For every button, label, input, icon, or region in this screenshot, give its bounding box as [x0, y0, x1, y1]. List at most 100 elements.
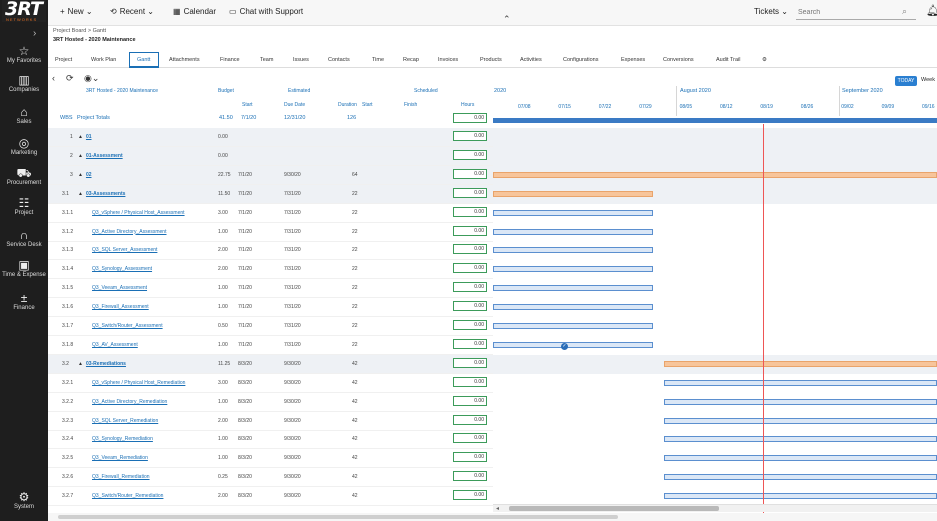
nav-system[interactable]: ⚙ System	[0, 490, 48, 510]
gantt-horizontal-scrollbar[interactable]: ◂	[493, 504, 937, 512]
table-row[interactable]: 3.1.1 3.00 7/1/20 7/31/20 22 Q3_vSphere / Phy…	[48, 204, 493, 223]
table-row[interactable]: 2 0.00 ▲ 01-Assessment 0.00	[48, 146, 493, 166]
hours-input[interactable]: 0.00	[453, 131, 487, 141]
tab-conversions[interactable]: Conversions	[663, 57, 694, 63]
hours-input[interactable]: 0.00	[453, 206, 487, 217]
hours-input[interactable]: 0.00	[453, 149, 487, 160]
search-input[interactable]	[796, 6, 916, 20]
gantt-scroll-thumb[interactable]	[509, 506, 719, 511]
tab-audit-trail[interactable]: Audit Trail	[716, 57, 741, 63]
nav-my-favorites[interactable]: ☆ My Favorites	[0, 44, 48, 64]
task-link[interactable]: Q3_Firewall_Assessment	[92, 304, 149, 311]
hours-input[interactable]: 0.00	[453, 376, 487, 387]
gantt-phase-bar[interactable]	[493, 190, 653, 197]
tab-configurations[interactable]: Configurations	[563, 57, 599, 63]
task-link[interactable]: Q3_Switch/Router_Remediation	[92, 493, 164, 500]
table-row[interactable]: 3.2.2 1.00 8/3/20 9/30/20 42 Q3_Active Direct…	[48, 393, 493, 412]
hours-input[interactable]: 0.00	[453, 168, 487, 179]
gantt-task-bar[interactable]	[493, 285, 653, 292]
chat-support-link[interactable]: ▭ Chat with Support	[229, 7, 303, 16]
task-link[interactable]: Q3_Synology_Assessment	[92, 266, 153, 273]
refresh-icon[interactable]: ⟳	[66, 73, 74, 83]
hours-input[interactable]: 0.00	[453, 357, 487, 368]
gantt-task-bar[interactable]	[493, 341, 653, 348]
table-row[interactable]: 3.1.4 2.00 7/1/20 7/31/20 22 Q3_Synology_Asse…	[48, 260, 493, 280]
nav-sales[interactable]: ⌂ Sales	[0, 105, 48, 125]
task-link[interactable]: Q3_vSphere / Physical Host_Remediation	[92, 379, 186, 386]
nav-service-desk[interactable]: ∩ Service Desk	[0, 228, 48, 248]
nav-companies[interactable]: ▥ Companies	[0, 73, 48, 93]
table-row[interactable]: 3.1.3 2.00 7/1/20 7/31/20 22 Q3_SQL Server_As…	[48, 241, 493, 261]
tab-team[interactable]: Team	[260, 57, 274, 63]
week-view-button[interactable]: Week	[921, 77, 935, 83]
hours-input[interactable]: 0.00	[453, 471, 487, 482]
task-link[interactable]: Q3_Switch/Router_Assessment	[92, 323, 163, 329]
hours-input[interactable]: 0.00	[453, 320, 487, 330]
table-row[interactable]: 3.2.7 2.00 8/3/20 9/30/20 42 Q3_Switch/Router…	[48, 487, 493, 507]
task-link[interactable]: Q3_Firewall_Remediation	[92, 474, 150, 481]
hours-input[interactable]: 0.00	[453, 244, 487, 255]
tab-project[interactable]: Project	[55, 57, 73, 63]
hours-input[interactable]: 0.00	[453, 225, 487, 236]
tab-issues[interactable]: Issues	[293, 57, 309, 63]
tab-finance[interactable]: Finance	[220, 57, 240, 63]
hours-input[interactable]: 0.00	[453, 187, 487, 198]
tab-invoices[interactable]: Invoices	[438, 57, 459, 63]
nav-time-expense[interactable]: ▣ Time & Expense	[0, 258, 48, 278]
collapse-triangle-icon[interactable]: ▲	[78, 171, 83, 178]
nav-finance[interactable]: ± Finance	[0, 291, 48, 311]
gantt-task-bar[interactable]	[493, 266, 653, 273]
gantt-task-bar[interactable]	[664, 417, 937, 424]
tab-recap[interactable]: Recap	[403, 57, 419, 63]
collapse-triangle-icon[interactable]: ▲	[78, 152, 83, 159]
table-row[interactable]: 3.2.1 3.00 8/3/20 9/30/20 42 Q3_vSphere / Phy…	[48, 374, 493, 393]
task-link[interactable]: 01	[85, 134, 92, 140]
hours-input[interactable]: 0.00	[453, 452, 487, 463]
gantt-task-bar[interactable]	[493, 323, 653, 329]
gantt-task-bar[interactable]	[664, 436, 937, 443]
gantt-task-bar[interactable]	[664, 398, 937, 405]
table-row[interactable]: 3.1.2 1.00 7/1/20 7/31/20 22 Q3_Active Direct…	[48, 223, 493, 242]
table-row[interactable]: 3 22.75 7/1/20 9/30/20 64 ▲ 02 0.00	[48, 165, 493, 185]
task-link[interactable]: 03-Remediations	[85, 360, 126, 367]
task-link[interactable]: Q3_Synology_Remediation	[92, 436, 153, 443]
page-horizontal-scrollbar[interactable]	[48, 513, 937, 521]
hours-input[interactable]: 0.00	[453, 282, 487, 293]
gantt-task-bar[interactable]	[664, 474, 937, 481]
task-link[interactable]: Q3_vSphere / Physical Host_Assessment	[92, 209, 185, 216]
today-button[interactable]: TODAY	[895, 76, 917, 86]
task-link[interactable]: Q3_AV_Assessment	[92, 341, 138, 348]
table-row[interactable]: 3.2.3 2.00 8/3/20 9/30/20 42 Q3_SQL Server_Re…	[48, 412, 493, 431]
task-link[interactable]: 01-Assessment	[85, 152, 123, 159]
task-link[interactable]: Q3_SQL Server_Remediation	[92, 417, 159, 424]
gantt-task-bar[interactable]	[664, 493, 937, 500]
hours-input[interactable]: 0.00	[453, 414, 487, 425]
tab-activities[interactable]: Activities	[520, 57, 542, 63]
tab-attachments[interactable]: Attachments	[169, 57, 200, 63]
table-row[interactable]: 3.2.6 0.25 8/3/20 9/30/20 42 Q3_Firewall_Reme…	[48, 468, 493, 488]
collapse-triangle-icon[interactable]: ▲	[78, 190, 83, 197]
totals-hours[interactable]: 0.00	[453, 113, 487, 123]
task-link[interactable]: Q3_Active Directory_Remediation	[92, 398, 168, 405]
task-link[interactable]: Q3_Veeam_Assessment	[92, 285, 148, 292]
table-row[interactable]: 3.2.4 1.00 8/3/20 9/30/20 42 Q3_Synology_Reme…	[48, 430, 493, 450]
tab-work-plan[interactable]: Work Plan	[91, 57, 117, 63]
hours-input[interactable]: 0.00	[453, 490, 487, 501]
tab-settings-gear-icon[interactable]: ⚙	[762, 57, 767, 63]
gantt-task-bar[interactable]	[664, 455, 937, 462]
calendar-link[interactable]: ▦ Calendar	[173, 7, 216, 16]
nav-procurement[interactable]: ⛟ Procurement	[0, 166, 48, 186]
task-link[interactable]: Q3_Veeam_Remediation	[92, 455, 148, 462]
hours-input[interactable]: 0.00	[453, 301, 487, 312]
hours-input[interactable]: 0.00	[453, 433, 487, 444]
table-row[interactable]: 3.2 11.25 8/3/20 9/30/20 42 ▲ 03-Remediations 0…	[48, 354, 493, 374]
task-link[interactable]: 02	[85, 171, 92, 178]
gantt-task-bar[interactable]	[493, 228, 653, 235]
recent-menu[interactable]: ⟲ Recent ⌄	[110, 7, 154, 16]
hours-input[interactable]: 0.00	[453, 263, 487, 274]
back-icon[interactable]: ‹	[52, 73, 55, 83]
table-row[interactable]: 3.2.5 1.00 8/3/20 9/30/20 42 Q3_Veeam_Remedia…	[48, 449, 493, 469]
task-link[interactable]: Q3_SQL Server_Assessment	[92, 247, 158, 254]
task-link[interactable]: 03-Assessments	[85, 190, 126, 197]
tickets-menu[interactable]: Tickets ⌄	[754, 7, 788, 16]
